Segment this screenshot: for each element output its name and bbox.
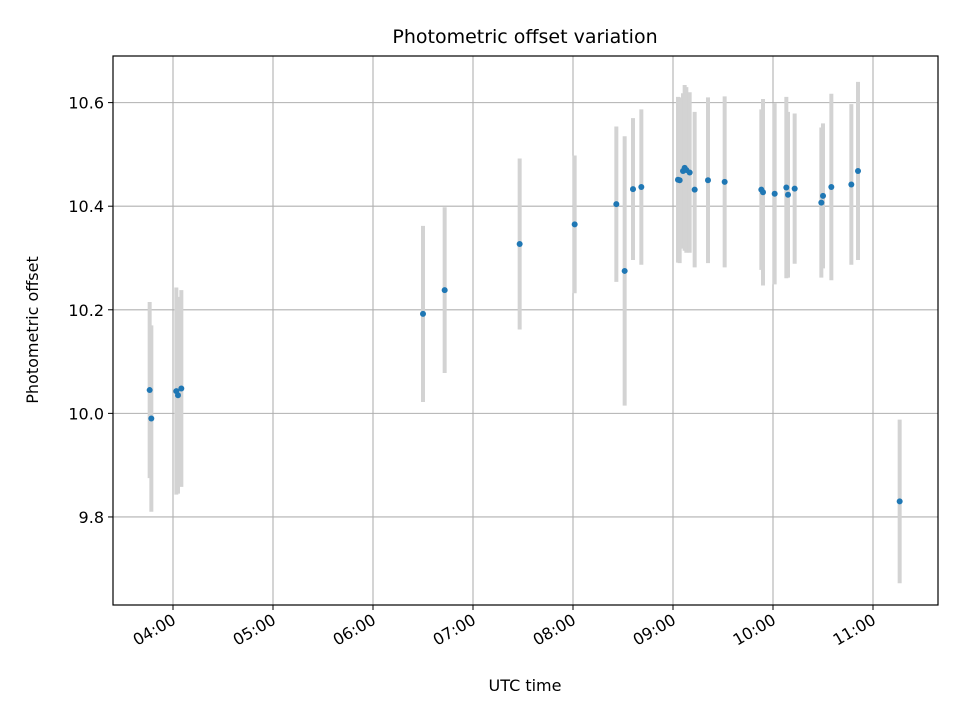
data-point <box>686 169 693 176</box>
y-tick-label: 10.0 <box>68 404 104 423</box>
data-point <box>178 385 185 392</box>
data-point <box>630 186 636 193</box>
data-point <box>621 267 628 274</box>
data-point <box>820 192 826 199</box>
x-axis-title: UTC time <box>489 676 562 695</box>
data-point <box>721 178 728 185</box>
data-point <box>855 167 861 174</box>
data-point <box>441 287 448 294</box>
data-point <box>638 184 645 191</box>
grid-lines <box>113 56 938 605</box>
data-point <box>691 186 698 193</box>
y-tick-label: 10.4 <box>68 197 104 216</box>
data-point <box>785 191 791 198</box>
data-points <box>146 164 903 505</box>
data-point <box>848 181 855 188</box>
data-point <box>516 241 523 248</box>
data-point <box>818 199 825 206</box>
data-point <box>791 185 798 192</box>
data-point <box>613 201 620 208</box>
y-tick-label: 10.2 <box>68 301 104 320</box>
data-point <box>771 190 778 197</box>
data-point <box>828 184 835 191</box>
y-tick-label: 9.8 <box>79 508 104 527</box>
data-point <box>783 184 790 191</box>
plot-frame <box>112 55 939 606</box>
data-point <box>896 498 903 505</box>
y-axis-ticks: 9.8 10.0 10.2 10.4 10.6 <box>68 94 113 527</box>
data-point <box>420 310 426 317</box>
data-point <box>571 221 578 228</box>
data-point <box>676 177 683 184</box>
data-point <box>148 415 155 422</box>
y-axis-title: Photometric offset <box>23 256 42 404</box>
y-tick-label: 10.6 <box>68 94 104 113</box>
data-point <box>146 387 153 394</box>
chart-title: Photometric offset variation <box>392 26 657 48</box>
data-point <box>175 392 181 399</box>
data-point <box>705 177 711 184</box>
data-point <box>760 189 766 196</box>
